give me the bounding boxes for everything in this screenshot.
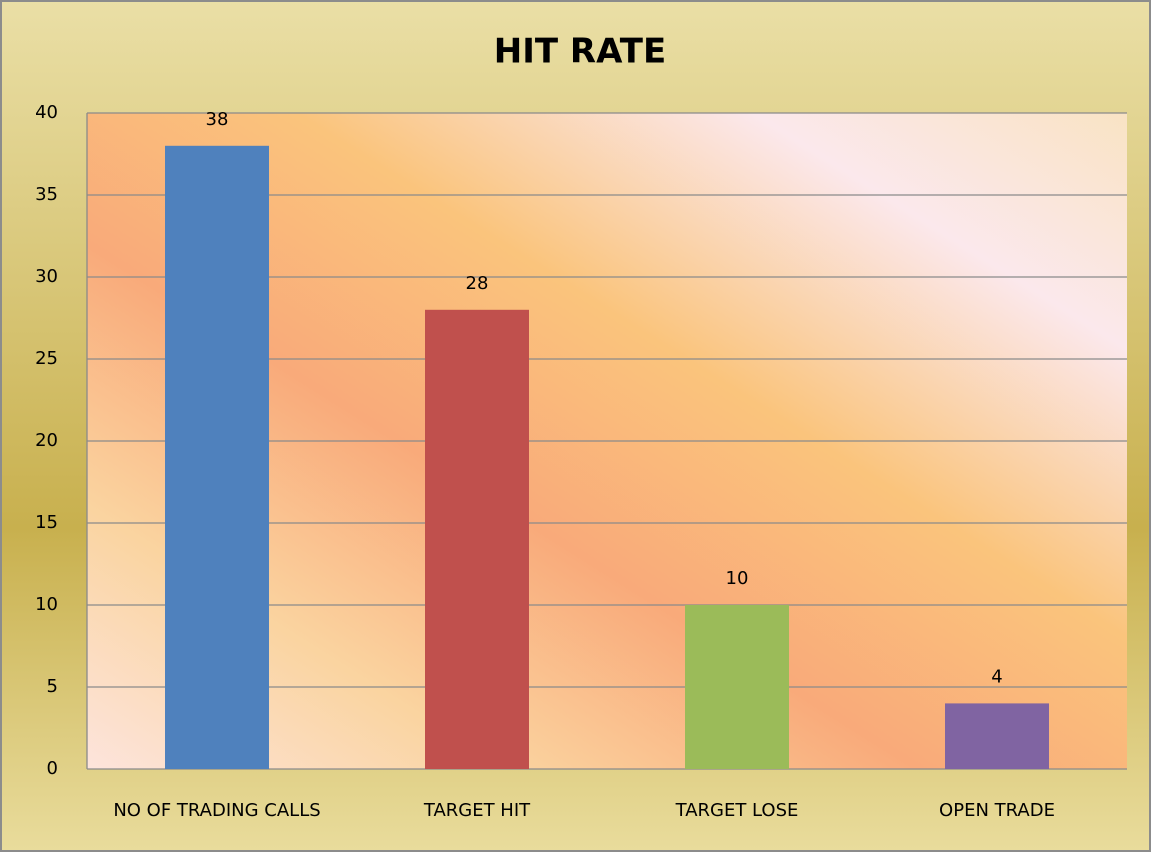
data-label: 38 [206,109,229,130]
data-label: 4 [991,666,1002,687]
bar [165,145,269,770]
bar [425,309,529,769]
x-tick-label: NO OF TRADING CALLS [113,800,320,821]
x-tick-label: OPEN TRADE [939,800,1055,821]
y-tick-label: 20 [35,430,58,451]
y-tick-label: 30 [35,266,58,287]
chart-title: HIT RATE [494,32,666,72]
y-tick-label: 5 [47,676,58,697]
x-tick-label: TARGET LOSE [675,800,799,821]
y-tick-label: 0 [47,758,58,779]
data-label: 28 [466,273,489,294]
y-tick-label: 10 [35,594,58,615]
x-tick-label: TARGET HIT [423,800,531,821]
y-tick-label: 40 [35,102,58,123]
y-tick-label: 25 [35,348,58,369]
bar [685,605,789,769]
bar [945,703,1049,769]
data-label: 10 [726,568,749,589]
y-tick-label: 15 [35,512,58,533]
y-tick-label: 35 [35,184,58,205]
